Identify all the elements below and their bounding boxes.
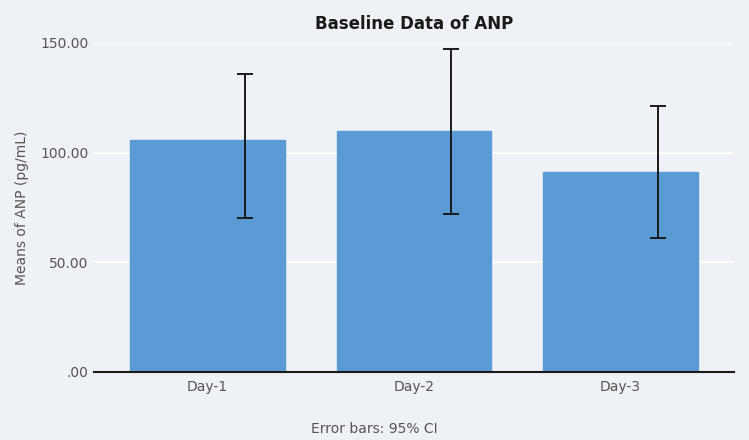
Bar <box>130 140 285 372</box>
Title: Baseline Data of ANP: Baseline Data of ANP <box>315 15 513 33</box>
Y-axis label: Means of ANP (pg/mL): Means of ANP (pg/mL) <box>15 130 29 285</box>
Text: Error bars: 95% CI: Error bars: 95% CI <box>311 422 438 436</box>
Bar <box>543 172 698 372</box>
Bar <box>336 131 491 372</box>
